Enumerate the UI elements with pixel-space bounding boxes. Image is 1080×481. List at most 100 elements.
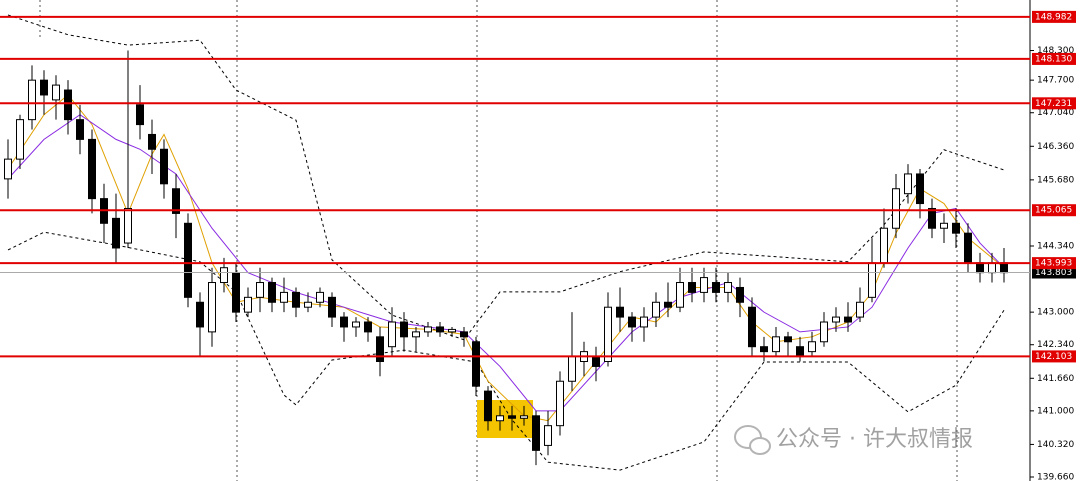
logo <box>734 425 762 449</box>
candle-body <box>616 306 624 318</box>
level-box <box>1032 350 1076 363</box>
indicator-line <box>7 14 1005 341</box>
candle-body <box>844 316 852 323</box>
indicator-line <box>7 114 1005 412</box>
candle-body <box>856 301 864 318</box>
candle-body <box>292 291 300 308</box>
candle-body <box>772 336 780 353</box>
candle-body <box>928 207 936 229</box>
candle-body <box>520 415 528 419</box>
candle-body <box>760 346 768 353</box>
y-tick-label: 146.360 <box>1037 142 1074 152</box>
candle-body <box>4 158 12 180</box>
candle-body <box>820 321 828 343</box>
candle-body <box>388 321 396 348</box>
candle-body <box>664 301 672 308</box>
candle-body <box>472 341 480 387</box>
candle-body <box>232 272 240 313</box>
candle-body <box>352 321 360 328</box>
candle-body <box>52 84 60 101</box>
candle-body <box>496 415 504 422</box>
candle-body <box>736 286 744 303</box>
watermark-text: 公众号 · 许大叔情报 <box>776 427 973 452</box>
candle-body <box>976 262 984 274</box>
level-label: 145.065 <box>1035 206 1072 216</box>
candle-body <box>316 291 324 303</box>
candle-body <box>556 380 564 427</box>
candle-body <box>268 282 276 303</box>
y-tick-label: 147.040 <box>1037 108 1074 118</box>
candle-body <box>436 326 444 333</box>
level-box <box>1032 10 1076 23</box>
plot <box>4 14 1008 471</box>
candle-body <box>964 232 972 264</box>
candle-body <box>592 356 600 367</box>
level-box <box>1032 257 1076 270</box>
candle-body <box>832 316 840 323</box>
candle-body <box>208 282 216 333</box>
candle-body <box>952 222 960 234</box>
candle-body <box>412 331 420 338</box>
y-tick-label: 144.340 <box>1037 242 1074 252</box>
candle-body <box>568 356 576 382</box>
candle-body <box>304 301 312 308</box>
level-label: 148.130 <box>1035 54 1072 64</box>
candle-body <box>880 227 888 264</box>
candle-body <box>184 222 192 298</box>
candle-body <box>916 173 924 205</box>
y-tick-label: 145.680 <box>1037 175 1074 185</box>
candle-body <box>424 326 432 333</box>
candle-body <box>676 282 684 308</box>
candle-body <box>544 425 552 446</box>
candle-body <box>508 415 516 419</box>
candle-body <box>940 222 948 229</box>
candle-body <box>784 336 792 343</box>
candle-body <box>88 138 96 200</box>
last-price-label: 143.803 <box>1035 268 1072 278</box>
candle-body <box>340 316 348 328</box>
y-tick-label: 140.320 <box>1037 440 1074 450</box>
candle-body <box>868 262 876 298</box>
y-tick-label: 141.000 <box>1037 406 1074 416</box>
candle-body <box>148 133 156 150</box>
candle-body <box>400 321 408 338</box>
candle-body <box>172 188 180 214</box>
level-label: 147.231 <box>1035 99 1072 109</box>
y-tick-label: 139.660 <box>1037 473 1074 481</box>
watermark: 公众号 · 许大叔情报 <box>734 425 973 455</box>
candle-body <box>124 207 132 244</box>
candle-body <box>604 306 612 363</box>
candle-body <box>256 282 264 298</box>
candle-body <box>112 217 120 249</box>
candle-body <box>1000 262 1008 274</box>
y-tick-label: 148.300 <box>1037 46 1074 56</box>
candle-body <box>460 331 468 338</box>
candle-body <box>40 79 48 96</box>
candle-body <box>376 336 384 363</box>
logo <box>749 437 771 455</box>
candle-body <box>328 296 336 318</box>
candle-body <box>64 89 72 121</box>
candle-body <box>652 301 660 318</box>
candle-body <box>28 79 36 121</box>
candle-body <box>892 188 900 229</box>
candle-body <box>280 291 288 303</box>
candle-body <box>532 415 540 451</box>
candle-body <box>220 267 228 284</box>
candle-body <box>748 306 756 348</box>
level-box <box>1032 52 1076 65</box>
level-label: 143.993 <box>1035 259 1072 269</box>
candle-body <box>364 321 372 333</box>
last-price-box <box>1032 266 1076 279</box>
y-tick-label: 141.660 <box>1037 374 1074 384</box>
candle-body <box>76 119 84 140</box>
candle-body <box>196 301 204 328</box>
candle-body <box>136 104 144 126</box>
level-box <box>1032 97 1076 110</box>
candle-body <box>988 262 996 274</box>
candle-body <box>724 282 732 293</box>
y-tick-label: 143.000 <box>1037 308 1074 318</box>
